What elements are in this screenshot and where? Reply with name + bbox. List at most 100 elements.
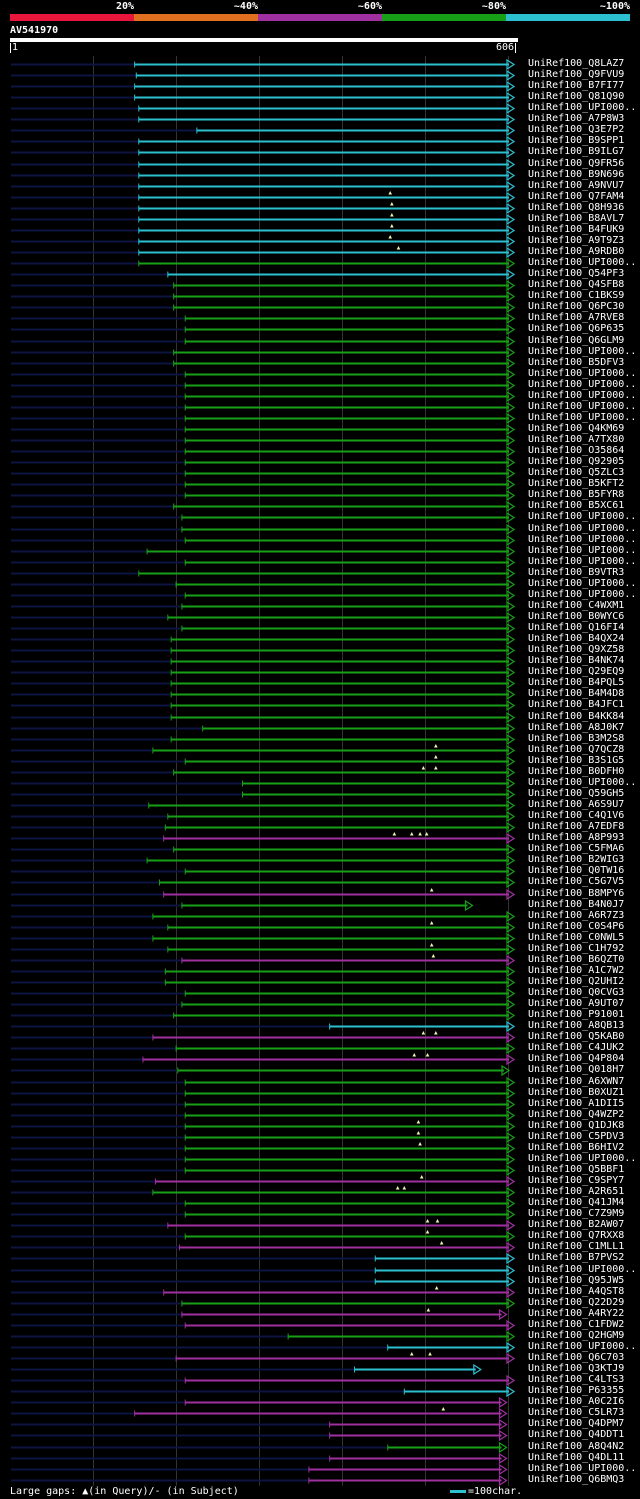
hit-label-102[interactable]: UniRef100_A2R651 [528,1186,625,1197]
hit-label-70[interactable]: UniRef100_A8P993 [528,832,625,843]
hit-label-12[interactable]: UniRef100_Q7FAM4 [528,191,625,202]
hit-label-107[interactable]: UniRef100_C1MLL1 [528,1241,625,1252]
hit-label-126[interactable]: UniRef100_Q4DL11 [528,1452,625,1463]
hit-label-66[interactable]: UniRef100_Q59GH5 [528,788,625,799]
hit-label-80[interactable]: UniRef100_C1H792 [528,943,625,954]
hit-label-8[interactable]: UniRef100_B9ILG7 [528,146,625,157]
hit-label-61[interactable]: UniRef100_B3M2S8 [528,733,625,744]
hit-label-5[interactable]: UniRef100_A7P8W3 [528,113,625,124]
hit-label-47[interactable]: UniRef100_UPI000.. [528,578,637,589]
hit-label-105[interactable]: UniRef100_B2AW07 [528,1219,625,1230]
hit-label-124[interactable]: UniRef100_Q4DDT1 [528,1429,625,1440]
hit-label-19[interactable]: UniRef100_Q54PF3 [528,268,625,279]
hit-label-77[interactable]: UniRef100_A6R7Z3 [528,910,625,921]
hit-label-39[interactable]: UniRef100_B5FYR8 [528,489,625,500]
hit-label-41[interactable]: UniRef100_UPI000.. [528,511,637,522]
hit-label-83[interactable]: UniRef100_Q2UHI2 [528,976,625,987]
hit-label-37[interactable]: UniRef100_Q5ZLC3 [528,467,625,478]
hit-label-73[interactable]: UniRef100_Q0TW16 [528,865,625,876]
hit-label-112[interactable]: UniRef100_Q22D29 [528,1297,625,1308]
hit-label-38[interactable]: UniRef100_B5KFT2 [528,478,625,489]
hit-label-43[interactable]: UniRef100_UPI000.. [528,534,637,545]
hit-label-69[interactable]: UniRef100_A7EDF8 [528,821,625,832]
hit-label-75[interactable]: UniRef100_B8MPY6 [528,888,625,899]
hit-label-71[interactable]: UniRef100_C5FMA6 [528,843,625,854]
hit-label-52[interactable]: UniRef100_B4QX24 [528,633,625,644]
hit-label-50[interactable]: UniRef100_B0WYC6 [528,611,625,622]
hit-label-42[interactable]: UniRef100_UPI000.. [528,523,637,534]
hit-label-127[interactable]: UniRef100_UPI000.. [528,1463,637,1474]
hit-label-55[interactable]: UniRef100_Q29EQ9 [528,666,625,677]
hit-label-90[interactable]: UniRef100_Q4P804 [528,1053,625,1064]
hit-label-24[interactable]: UniRef100_Q6P635 [528,323,625,334]
hit-label-125[interactable]: UniRef100_A8Q4N2 [528,1441,625,1452]
hit-label-29[interactable]: UniRef100_UPI000.. [528,379,637,390]
hit-label-22[interactable]: UniRef100_Q6PC30 [528,301,625,312]
hit-label-76[interactable]: UniRef100_B4N0J7 [528,899,625,910]
hit-label-23[interactable]: UniRef100_A7RVE8 [528,312,625,323]
hit-label-113[interactable]: UniRef100_A4RY22 [528,1308,625,1319]
hit-label-44[interactable]: UniRef100_UPI000.. [528,545,637,556]
hit-label-92[interactable]: UniRef100_A6XWN7 [528,1076,625,1087]
hit-label-16[interactable]: UniRef100_A9T9Z3 [528,235,625,246]
hit-label-63[interactable]: UniRef100_B3S1G5 [528,755,625,766]
hit-label-7[interactable]: UniRef100_B9SPP1 [528,135,625,146]
hit-label-86[interactable]: UniRef100_P91001 [528,1009,625,1020]
hit-label-89[interactable]: UniRef100_C4JUK2 [528,1042,625,1053]
hit-label-65[interactable]: UniRef100_UPI000.. [528,777,637,788]
hit-label-3[interactable]: UniRef100_Q81Q90 [528,91,625,102]
hit-label-78[interactable]: UniRef100_C0S4P6 [528,921,625,932]
hit-label-87[interactable]: UniRef100_A8QB13 [528,1020,625,1031]
hit-label-59[interactable]: UniRef100_B4KK84 [528,711,625,722]
hit-label-62[interactable]: UniRef100_Q7QCZ8 [528,744,625,755]
hit-label-33[interactable]: UniRef100_Q4KM69 [528,423,625,434]
hit-label-40[interactable]: UniRef100_B5XC61 [528,500,625,511]
hit-label-25[interactable]: UniRef100_Q6GLM9 [528,335,625,346]
hit-label-4[interactable]: UniRef100_UPI000.. [528,102,637,113]
hit-label-14[interactable]: UniRef100_B8AVL7 [528,213,625,224]
hit-label-72[interactable]: UniRef100_B2WIG3 [528,854,625,865]
hit-label-123[interactable]: UniRef100_Q4DPM7 [528,1418,625,1429]
hit-label-101[interactable]: UniRef100_C9SPY7 [528,1175,625,1186]
hit-label-97[interactable]: UniRef100_C5PDV3 [528,1131,625,1142]
hit-label-30[interactable]: UniRef100_UPI000.. [528,390,637,401]
hit-label-94[interactable]: UniRef100_A1DII5 [528,1098,625,1109]
hit-label-54[interactable]: UniRef100_B4NK74 [528,655,625,666]
hit-label-103[interactable]: UniRef100_Q41JM4 [528,1197,625,1208]
hit-label-51[interactable]: UniRef100_Q16FI4 [528,622,625,633]
hit-label-48[interactable]: UniRef100_UPI000.. [528,589,637,600]
hit-label-46[interactable]: UniRef100_B9VTR3 [528,567,625,578]
hit-label-64[interactable]: UniRef100_B0DFH0 [528,766,625,777]
hit-label-128[interactable]: UniRef100_Q6BMQ3 [528,1474,625,1485]
hit-label-56[interactable]: UniRef100_B4PQL5 [528,677,625,688]
hit-label-117[interactable]: UniRef100_Q6C703 [528,1352,625,1363]
hit-label-99[interactable]: UniRef100_UPI000.. [528,1153,637,1164]
hit-label-10[interactable]: UniRef100_B9N696 [528,169,625,180]
hit-label-79[interactable]: UniRef100_C0NWL5 [528,932,625,943]
hit-label-85[interactable]: UniRef100_A9UT07 [528,998,625,1009]
hit-label-114[interactable]: UniRef100_C1FDW2 [528,1319,625,1330]
hit-label-49[interactable]: UniRef100_C4WXM1 [528,600,625,611]
hit-label-119[interactable]: UniRef100_C4LTS3 [528,1374,625,1385]
hit-label-57[interactable]: UniRef100_B4M4D8 [528,688,625,699]
hit-label-100[interactable]: UniRef100_Q5BBF1 [528,1164,625,1175]
hit-label-120[interactable]: UniRef100_P63355 [528,1385,625,1396]
hit-label-108[interactable]: UniRef100_B7PVS2 [528,1252,625,1263]
hit-label-18[interactable]: UniRef100_UPI000.. [528,257,637,268]
hit-label-110[interactable]: UniRef100_Q95JW5 [528,1275,625,1286]
hit-label-91[interactable]: UniRef100_Q018H7 [528,1064,625,1075]
hit-label-15[interactable]: UniRef100_B4FUK9 [528,224,625,235]
hit-label-35[interactable]: UniRef100_O35864 [528,445,625,456]
hit-label-26[interactable]: UniRef100_UPI000.. [528,346,637,357]
hit-label-115[interactable]: UniRef100_Q2HGM9 [528,1330,625,1341]
hit-label-98[interactable]: UniRef100_B6HIV2 [528,1142,625,1153]
hit-label-121[interactable]: UniRef100_A0C2I6 [528,1396,625,1407]
hit-label-74[interactable]: UniRef100_C5G7V5 [528,876,625,887]
hit-label-111[interactable]: UniRef100_A4QST8 [528,1286,625,1297]
hit-label-11[interactable]: UniRef100_A9NVU7 [528,180,625,191]
hit-label-0[interactable]: UniRef100_Q8LAZ7 [528,58,625,69]
hit-label-17[interactable]: UniRef100_A9RDB0 [528,246,625,257]
hit-label-20[interactable]: UniRef100_Q4SFB8 [528,279,625,290]
hit-label-45[interactable]: UniRef100_UPI000.. [528,556,637,567]
hit-label-6[interactable]: UniRef100_Q3E7P2 [528,124,625,135]
